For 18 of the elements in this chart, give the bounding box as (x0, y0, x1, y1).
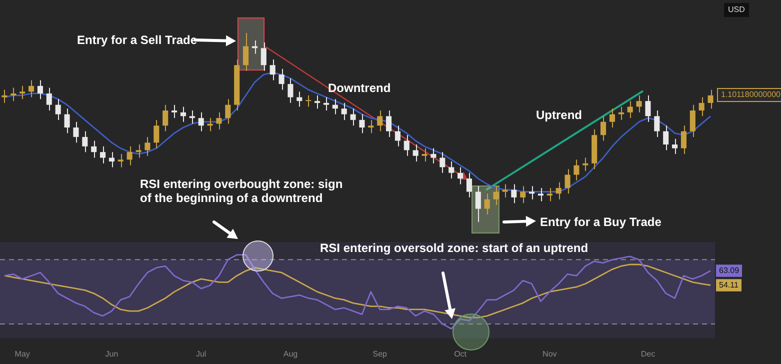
text: 1.101180000000 (717, 88, 781, 102)
x-tick-label: Oct (454, 349, 468, 358)
x-tick-label: Jul (196, 349, 206, 358)
x-tick-label: May (14, 349, 30, 358)
data-label: 63.09 (719, 266, 740, 275)
x-tick-label: Sep (372, 349, 388, 358)
x-tick-label: Dec (640, 349, 656, 358)
annotation: Entry for a Buy Trade (540, 215, 662, 229)
x-tick-label: Jun (105, 349, 118, 358)
x-tick-label: Nov (542, 349, 557, 358)
annotation: RSI entering overbought zone: sign of the beginning of a downtrend (140, 177, 344, 205)
annotation: Downtrend (328, 81, 391, 95)
annotation: RSI entering oversold zone: start of an uptrend (320, 241, 588, 255)
data-label: 54.11 (719, 280, 739, 290)
annotation: Entry for a Sell Trade (77, 33, 198, 47)
annotation: Uptrend (536, 108, 582, 122)
x-tick-label: Aug (283, 349, 298, 358)
text: USD (724, 3, 749, 17)
